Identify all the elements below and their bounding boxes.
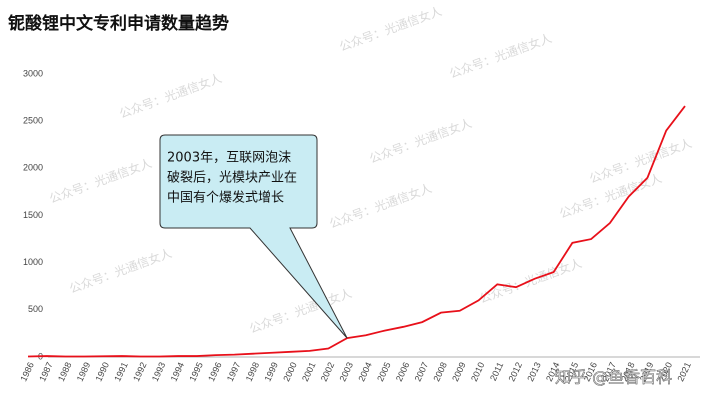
x-tick-label: 1999 xyxy=(262,361,280,383)
x-tick-label: 2000 xyxy=(281,361,299,383)
x-tick-label: 2005 xyxy=(375,361,393,383)
x-tick-label: 2012 xyxy=(506,361,524,383)
watermark: 公众号：光通信女人 xyxy=(367,115,474,166)
x-tick-label: 2007 xyxy=(413,361,431,383)
y-tick-label: 3000 xyxy=(23,68,43,78)
x-tick-label: 2010 xyxy=(469,361,487,383)
x-tick-label: 1987 xyxy=(37,361,55,383)
x-tick-label: 2001 xyxy=(300,361,318,383)
watermark: 公众号：光通信女人 xyxy=(247,285,354,336)
callout xyxy=(159,134,348,339)
x-tick-label: 2008 xyxy=(431,361,449,383)
x-tick-label: 1989 xyxy=(75,361,93,383)
line-series xyxy=(27,105,686,358)
x-tick-label: 2003 xyxy=(338,361,356,383)
y-tick-label: 2000 xyxy=(23,163,43,173)
x-tick-label: 2011 xyxy=(488,361,505,383)
x-tick-label: 1994 xyxy=(169,361,187,383)
watermark: 知乎 @鱼香百科 xyxy=(555,368,672,387)
y-tick-label: 2500 xyxy=(23,116,43,126)
y-tick-label: 500 xyxy=(28,304,43,314)
x-tick-label: 1998 xyxy=(244,361,262,383)
watermark: 公众号：光通信女人 xyxy=(117,70,224,121)
x-tick-label: 2021 xyxy=(675,361,693,383)
callout-text: 2003年，互联网泡沫 xyxy=(167,151,291,166)
callout-text: 中国有个爆发式增长 xyxy=(167,190,284,206)
x-tick-label: 2002 xyxy=(319,361,337,383)
y-tick-label: 1000 xyxy=(23,257,43,267)
x-tick-label: 1996 xyxy=(206,361,224,383)
watermark: 公众号：光通信女人 xyxy=(47,155,154,206)
x-tick-label: 1993 xyxy=(150,361,168,383)
x-tick-label: 2013 xyxy=(525,361,543,383)
x-tick-label: 1990 xyxy=(94,361,112,383)
x-tick-label: 1992 xyxy=(131,361,149,383)
watermark: 公众号：光通信女人 xyxy=(67,245,174,296)
watermark: 公众号：光通信女人 xyxy=(447,30,554,81)
x-tick-label: 2009 xyxy=(450,361,468,383)
x-tick-label: 1988 xyxy=(56,361,74,383)
x-tick-label: 2004 xyxy=(356,361,374,383)
x-tick-label: 1995 xyxy=(187,361,205,383)
y-tick-label: 1500 xyxy=(23,210,43,220)
x-tick-label: 1986 xyxy=(18,361,36,383)
x-tick-label: 2006 xyxy=(394,361,412,383)
watermark: 公众号：光通信女人 xyxy=(337,3,444,54)
callout-text: 破裂后，光模块产业在 xyxy=(167,171,297,186)
watermark: 公众号：光通信女人 xyxy=(327,180,434,231)
x-tick-label: 1997 xyxy=(225,361,243,383)
chart-title: 铌酸锂中文专利申请数量趋势 xyxy=(8,13,229,34)
x-tick-label: 1991 xyxy=(112,361,130,383)
